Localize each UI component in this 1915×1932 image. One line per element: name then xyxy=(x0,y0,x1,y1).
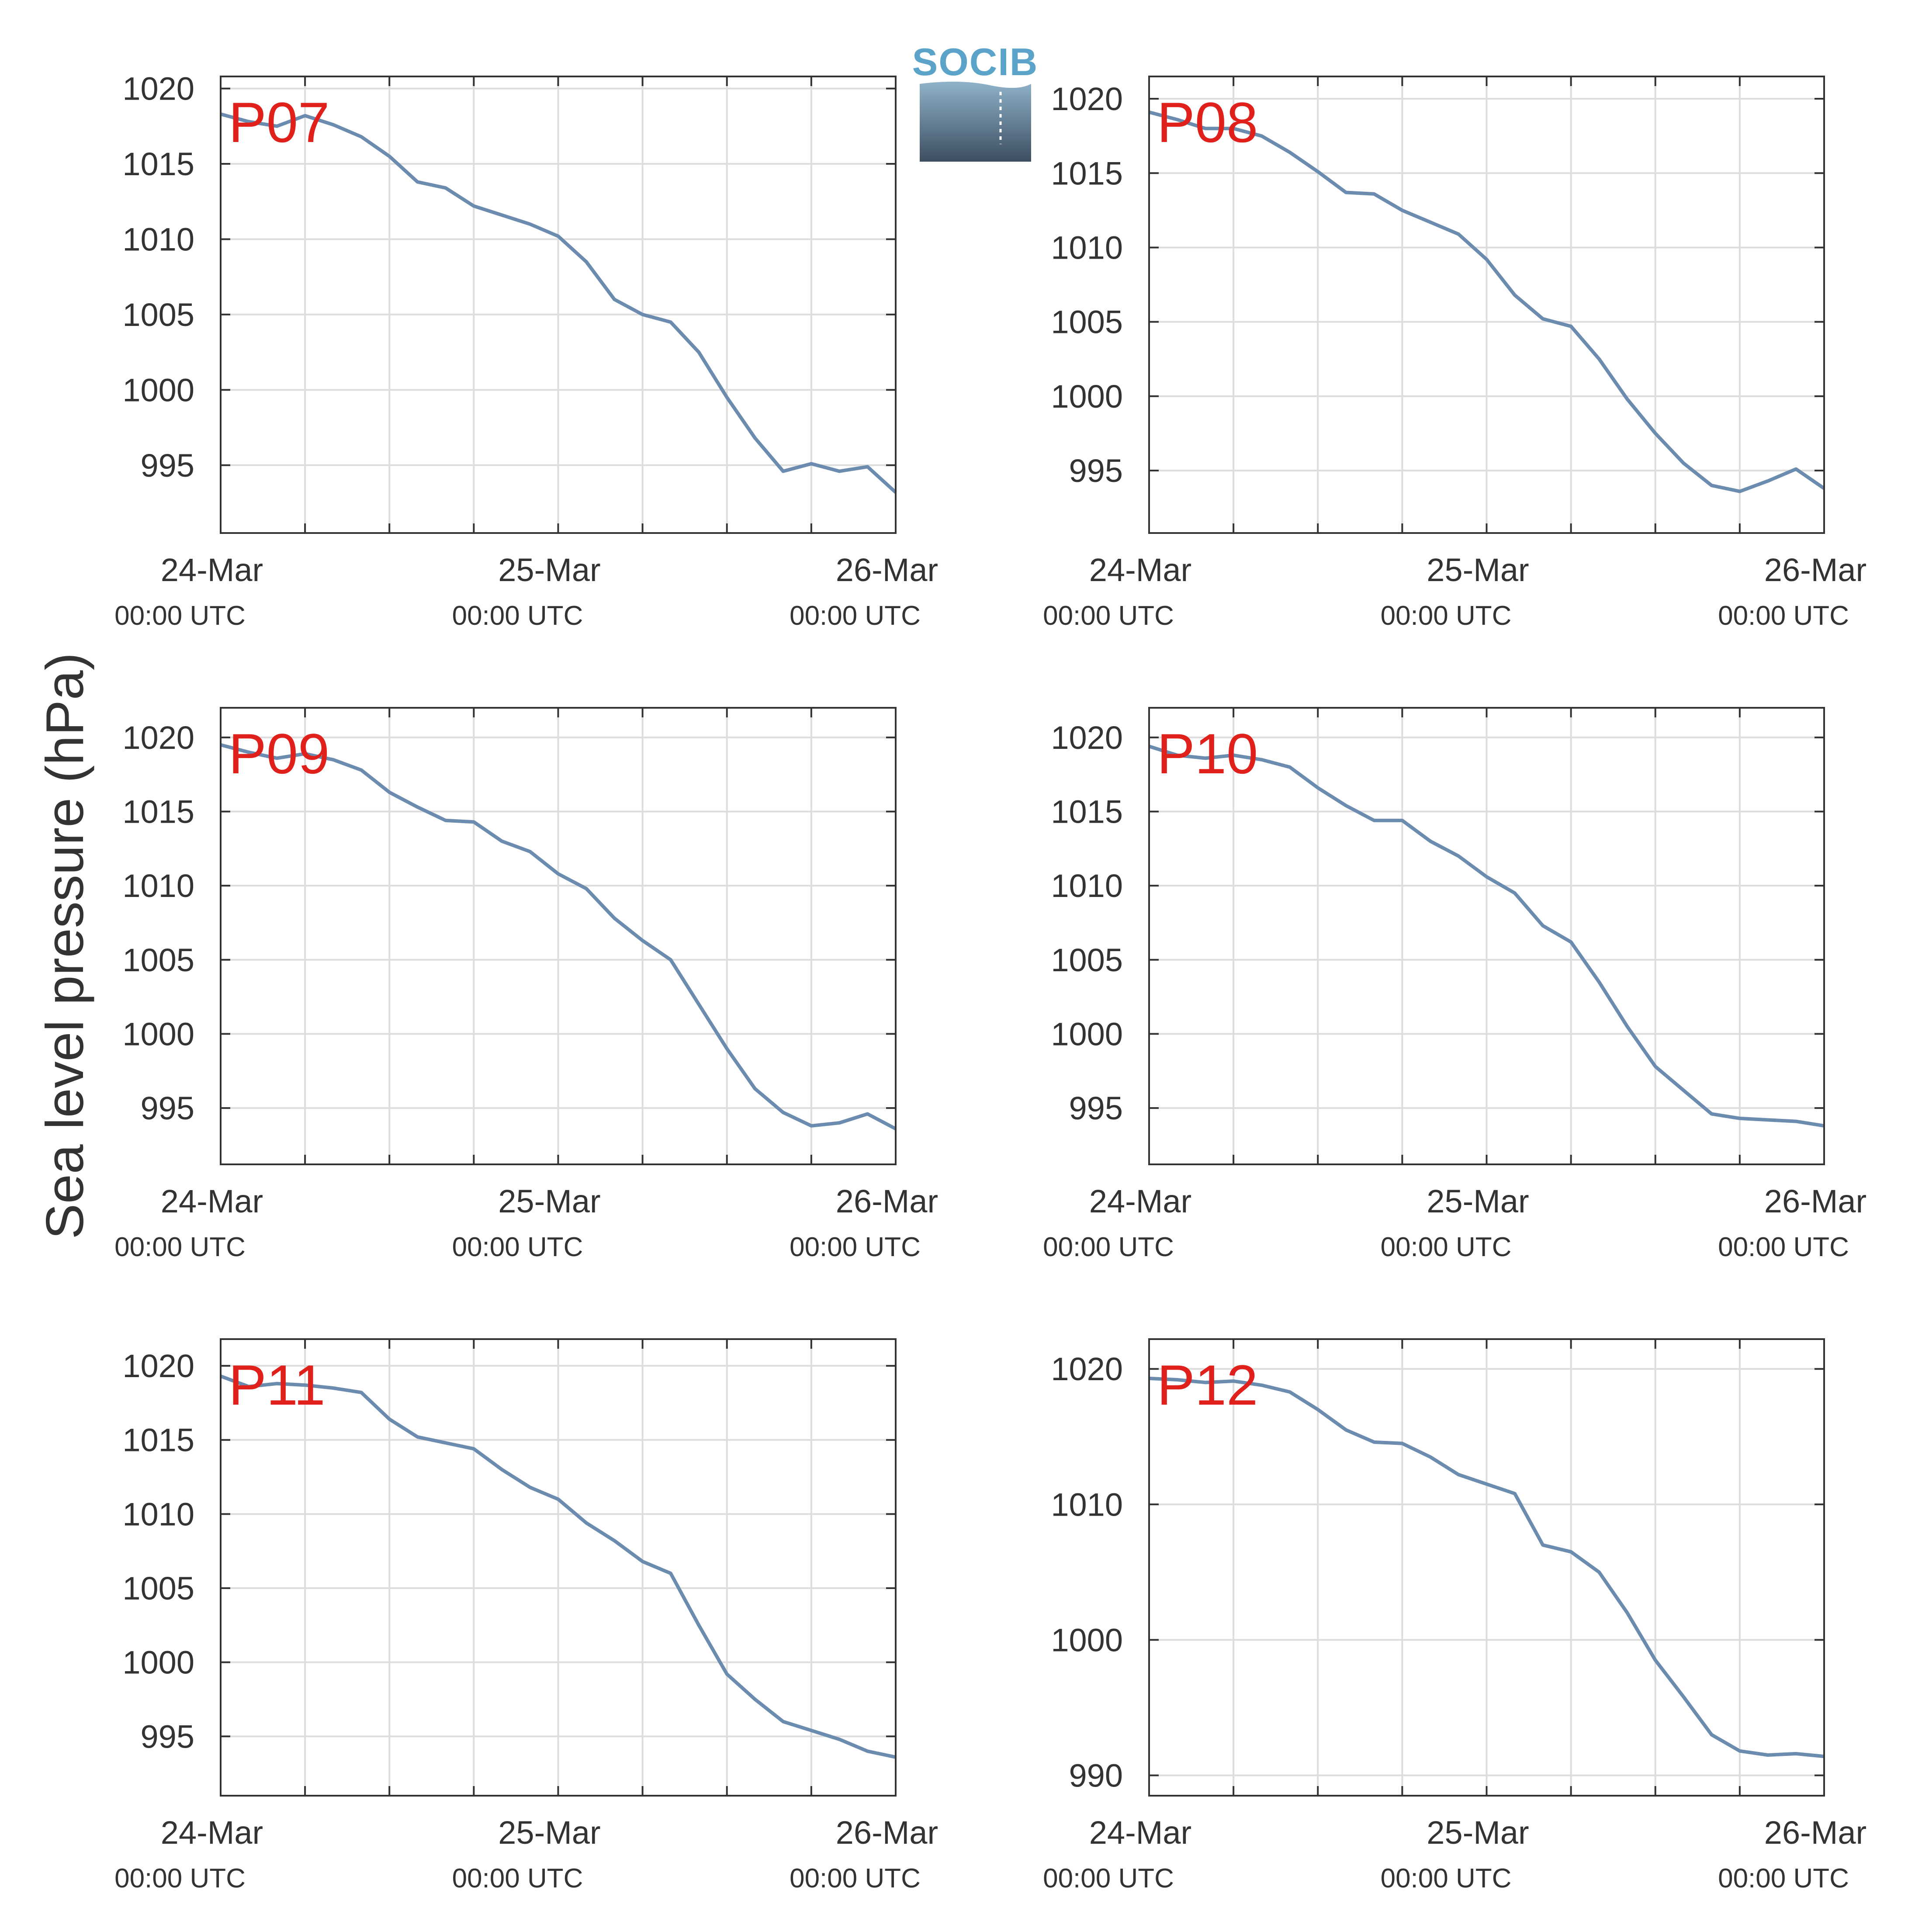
chart-panel-p09: 995 1000 1005 1010 1015 1020 24-Mar 00:00 UTC 25… xyxy=(114,707,938,1262)
x-tick-date: 24-Mar xyxy=(1089,1814,1191,1851)
x-tick-time: 00:00 UTC xyxy=(790,1863,921,1894)
x-tick-date: 24-Mar xyxy=(1089,552,1191,588)
y-tick-label: 1000 xyxy=(1051,378,1123,415)
x-tick-time: 00:00 UTC xyxy=(790,1232,921,1262)
y-tick-label: 1020 xyxy=(1051,81,1123,117)
x-tick-time: 00:00 UTC xyxy=(1043,1232,1174,1262)
panel-label: P12 xyxy=(1157,1353,1258,1417)
x-tick-time: 00:00 UTC xyxy=(452,601,583,631)
x-tick-time: 00:00 UTC xyxy=(1718,601,1849,631)
x-tick-date: 24-Mar xyxy=(161,552,263,588)
panel-label: P10 xyxy=(1157,722,1258,786)
x-tick-date: 26-Mar xyxy=(1764,552,1867,588)
pressure-line-p10 xyxy=(1148,744,1825,1128)
y-tick-label: 990 xyxy=(1069,1757,1123,1794)
socib-logo: SOCIB xyxy=(912,40,1039,162)
x-tick-time: 00:00 UTC xyxy=(1381,1232,1512,1262)
logo-text: SOCIB xyxy=(912,40,1039,83)
x-tick-date: 25-Mar xyxy=(498,1814,600,1851)
pressure-line-p07 xyxy=(220,112,897,494)
x-tick-time: 00:00 UTC xyxy=(114,1863,246,1894)
x-tick-time: 00:00 UTC xyxy=(452,1232,583,1262)
x-tick-time: 00:00 UTC xyxy=(1381,601,1512,631)
y-tick-label: 1020 xyxy=(122,1348,194,1384)
y-tick-label: 1010 xyxy=(1051,229,1123,266)
x-tick-date: 26-Mar xyxy=(836,1814,938,1851)
x-tick-time: 00:00 UTC xyxy=(1043,601,1174,631)
x-tick-time: 00:00 UTC xyxy=(114,1232,246,1262)
y-tick-label: 1015 xyxy=(122,794,194,830)
x-tick-time: 00:00 UTC xyxy=(790,601,921,631)
y-tick-label: 1005 xyxy=(1051,942,1123,978)
y-tick-label: 1020 xyxy=(1051,1351,1123,1387)
y-tick-label: 1020 xyxy=(122,71,194,107)
x-tick-date: 25-Mar xyxy=(1427,1183,1529,1219)
y-tick-label: 1005 xyxy=(1051,304,1123,340)
y-tick-label: 1000 xyxy=(1051,1016,1123,1052)
y-tick-label: 1000 xyxy=(122,1016,194,1052)
x-tick-date: 25-Mar xyxy=(498,552,600,588)
y-tick-label: 1010 xyxy=(122,221,194,257)
x-tick-date: 24-Mar xyxy=(1089,1183,1191,1219)
x-tick-time: 00:00 UTC xyxy=(114,601,246,631)
y-tick-label: 1010 xyxy=(122,868,194,904)
x-tick-date: 26-Mar xyxy=(836,552,938,588)
x-tick-date: 26-Mar xyxy=(1764,1183,1867,1219)
chart-panel-p07: 995 1000 1005 1010 1015 1020 24-Mar 00:00 UTC 25… xyxy=(114,71,938,631)
y-tick-label: 1005 xyxy=(122,1570,194,1607)
y-tick-label: 1020 xyxy=(122,720,194,756)
y-tick-label: 1010 xyxy=(122,1496,194,1532)
x-tick-date: 24-Mar xyxy=(161,1183,263,1219)
x-tick-time: 00:00 UTC xyxy=(1043,1863,1174,1894)
x-tick-date: 26-Mar xyxy=(836,1183,938,1219)
y-tick-label: 1005 xyxy=(122,942,194,978)
pressure-line-p11 xyxy=(220,1375,896,1759)
y-axis-label: Sea level pressure (hPa) xyxy=(35,653,94,1240)
panel-label: P09 xyxy=(229,722,329,786)
y-tick-label: 1000 xyxy=(1051,1622,1123,1658)
y-tick-label: 1015 xyxy=(122,146,194,182)
y-tick-label: 1010 xyxy=(1051,868,1123,904)
x-tick-time: 00:00 UTC xyxy=(1381,1863,1512,1894)
panel-label: P11 xyxy=(229,1353,326,1417)
y-tick-label: 1000 xyxy=(122,1645,194,1681)
y-tick-label: 1015 xyxy=(122,1422,194,1458)
x-tick-date: 26-Mar xyxy=(1764,1814,1867,1851)
x-tick-time: 00:00 UTC xyxy=(1718,1232,1849,1262)
y-tick-label: 1020 xyxy=(1051,720,1123,756)
x-tick-time: 00:00 UTC xyxy=(1718,1863,1849,1894)
x-tick-date: 25-Mar xyxy=(1427,1814,1529,1851)
pressure-line-p12 xyxy=(1149,1376,1825,1759)
y-tick-label: 1015 xyxy=(1051,155,1123,191)
pressure-line-p08 xyxy=(1148,110,1825,493)
pressure-line-p09 xyxy=(220,743,897,1131)
y-tick-label: 995 xyxy=(1069,453,1123,489)
y-tick-label: 1015 xyxy=(1051,794,1123,830)
panel-label: P07 xyxy=(229,90,329,154)
chart-panel-p08: 995 1000 1005 1010 1015 1020 24-Mar 00:00 UTC 25… xyxy=(1043,76,1867,631)
y-tick-label: 1005 xyxy=(122,297,194,333)
y-tick-label: 995 xyxy=(141,447,194,484)
x-tick-date: 24-Mar xyxy=(161,1814,263,1851)
x-tick-time: 00:00 UTC xyxy=(452,1863,583,1894)
chart-panel-p12: 990 1000 1010 1020 24-Mar 00:00 UTC 25-Mar 00:0… xyxy=(1043,1338,1867,1894)
panel-label: P08 xyxy=(1157,90,1258,154)
y-tick-label: 995 xyxy=(1069,1090,1123,1126)
x-tick-date: 25-Mar xyxy=(1427,552,1529,588)
y-tick-label: 995 xyxy=(141,1090,194,1126)
y-tick-label: 995 xyxy=(141,1718,194,1755)
chart-panel-p11: 995 1000 1005 1010 1015 1020 24-Mar 00:00 UTC 25… xyxy=(114,1338,938,1894)
x-tick-date: 25-Mar xyxy=(498,1183,600,1219)
y-tick-label: 1010 xyxy=(1051,1486,1123,1523)
chart-panel-p10: 995 1000 1005 1010 1015 1020 24-Mar 00:00 UTC 25… xyxy=(1043,707,1867,1262)
y-tick-label: 1000 xyxy=(122,372,194,408)
